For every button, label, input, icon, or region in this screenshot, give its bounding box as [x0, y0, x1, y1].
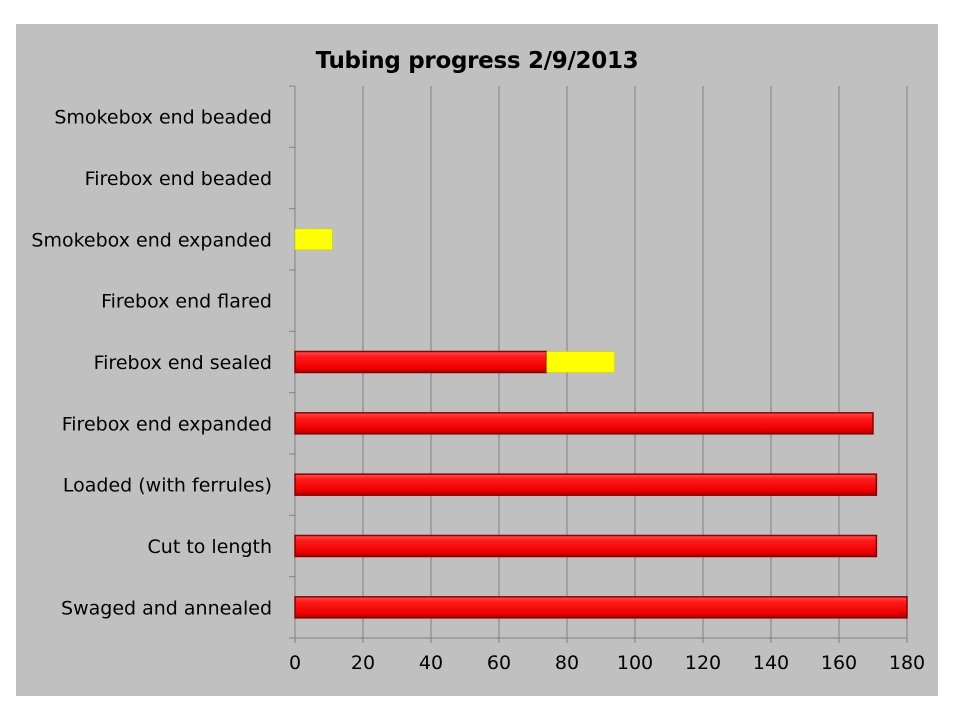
- labels: 0 20 40 60 80 100 120 140 160 180 Swaged and annea…: [31, 107, 925, 674]
- bar-segment-red: [294, 350, 548, 374]
- x-tick-label: 20: [351, 652, 375, 674]
- bar-segment-red: [294, 412, 874, 435]
- category-label: Smokebox end expanded: [31, 229, 272, 251]
- chart-title: Tubing progress 2/9/2013: [315, 48, 639, 74]
- bar-segment-yellow: [546, 351, 615, 373]
- bars: [294, 228, 908, 619]
- category-label: Firebox end sealed: [94, 352, 272, 374]
- category-label: Smokebox end beaded: [54, 107, 272, 129]
- x-tick-label: 180: [889, 652, 925, 674]
- x-tick-label: 40: [419, 652, 443, 674]
- x-tick-label: 100: [617, 652, 653, 674]
- bar-segment-yellow: [294, 228, 333, 251]
- bar-segment-red: [294, 473, 878, 496]
- category-label: Firebox end beaded: [85, 168, 272, 190]
- x-tick-label: 120: [685, 652, 721, 674]
- x-tick-label: 140: [753, 652, 789, 674]
- x-tick-label: 0: [289, 652, 301, 674]
- category-label: Loaded (with ferrules): [63, 475, 272, 497]
- bar-segment-red: [294, 596, 908, 619]
- category-label: Firebox end expanded: [62, 413, 272, 435]
- bar-chart: 0 20 40 60 80 100 120 140 160 180 Swaged and annea…: [31, 85, 925, 674]
- x-tick-label: 160: [821, 652, 857, 674]
- x-tick-label: 80: [555, 652, 579, 674]
- category-label: Firebox end flared: [101, 291, 272, 313]
- x-tick-label: 60: [487, 652, 511, 674]
- category-label: Cut to length: [148, 536, 272, 558]
- chart-area: Tubing progress 2/9/2013 0 20 40 60 80 100 120…: [16, 24, 938, 696]
- bar-segment-red: [294, 534, 878, 558]
- category-label: Swaged and annealed: [61, 597, 272, 619]
